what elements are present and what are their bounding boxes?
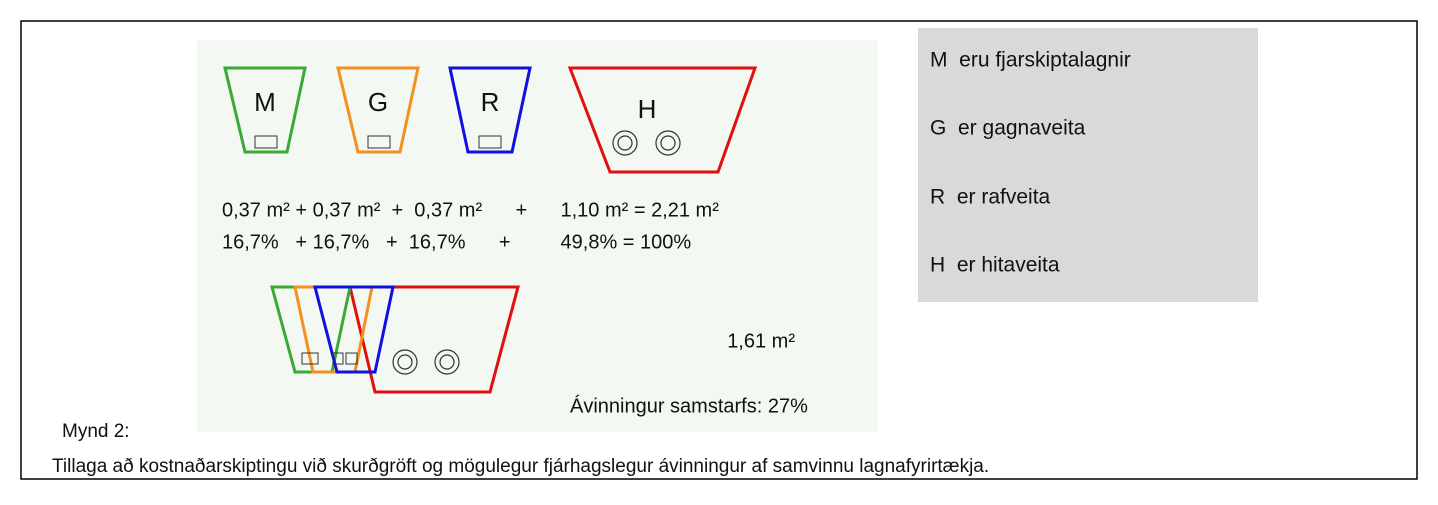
duct-r [448, 66, 532, 154]
benefit: Ávinningur samstarfs: 27% [570, 394, 808, 417]
legend-item: H er hitaveita [930, 254, 1060, 277]
duct-g [336, 66, 420, 154]
label-r: R [481, 87, 500, 117]
legend-box [918, 28, 1258, 302]
combined-area: 1,61 m² [727, 330, 795, 352]
label-h: H [638, 94, 657, 124]
formula-area: 0,37 m² + 0,37 m² + 0,37 m² + 1,10 m² = … [222, 199, 719, 221]
duct-m [223, 66, 307, 154]
cable [254, 135, 278, 149]
ducts [223, 66, 758, 394]
combined-h [348, 285, 520, 394]
legend-item: M eru fjarskiptalagnir [930, 49, 1131, 72]
duct-h [567, 66, 758, 174]
label-g: G [368, 87, 388, 117]
outer-border [20, 20, 1418, 480]
label-m: M [254, 87, 276, 117]
cable [478, 135, 502, 149]
cable [367, 135, 391, 149]
combined-r [313, 285, 395, 374]
legend-item: G er gagnaveita [930, 117, 1086, 140]
legend-item: R er rafveita [930, 186, 1051, 209]
figure-caption: Tillaga að kostnaðarskiptingu við skurðg… [52, 456, 989, 477]
formula-percent: 16,7% + 16,7% + 16,7% + 49,8% = 100% [222, 231, 691, 253]
figure-label: Mynd 2: [62, 421, 130, 442]
